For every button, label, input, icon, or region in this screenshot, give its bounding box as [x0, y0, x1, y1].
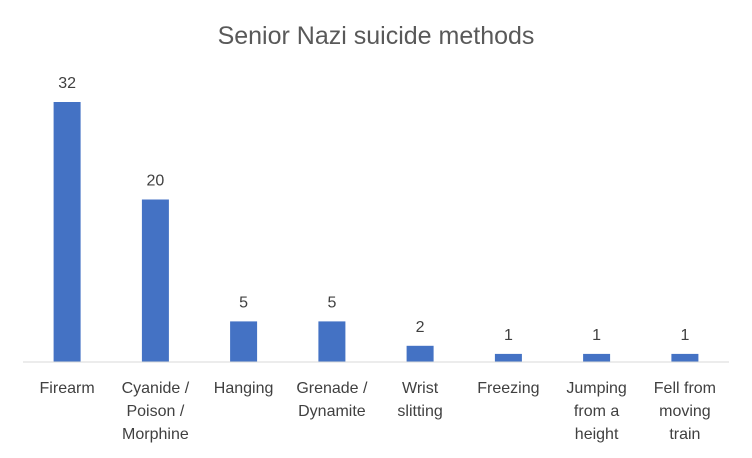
x-tick-label-line: height [575, 426, 619, 443]
x-tick-label-line: slitting [397, 403, 442, 420]
x-tick-label-line: Firearm [40, 380, 95, 397]
x-tick-label-line: Wrist [402, 380, 439, 397]
data-labels-layer: 32 20 5 5 2 1 1 1 [58, 75, 689, 344]
x-tick-label: Grenade / Dynamite [296, 380, 368, 420]
bar [53, 102, 81, 362]
data-label: 1 [680, 327, 689, 344]
x-tick-label: Firearm [40, 380, 95, 397]
data-label: 5 [327, 294, 336, 311]
x-tick-label: Hanging [214, 380, 274, 397]
data-label: 5 [239, 294, 248, 311]
bar [494, 353, 522, 362]
data-label: 1 [592, 327, 601, 344]
x-tick-label-line: Freezing [477, 380, 539, 397]
x-tick-label-line: Morphine [122, 426, 189, 443]
x-tick-label-line: Fell from [654, 380, 716, 397]
bar [141, 199, 169, 362]
x-tick-label: Wrist slitting [397, 380, 442, 420]
bars-layer [53, 102, 699, 363]
x-tick-label-line: train [669, 426, 700, 443]
x-tick-label-line: Cyanide / [122, 380, 190, 397]
x-tick-label-line: Grenade / [296, 380, 368, 397]
x-tick-label-line: Jumping [566, 380, 626, 397]
data-label: 32 [58, 75, 76, 92]
x-tick-label: Jumping from a height [566, 380, 626, 443]
data-label: 2 [416, 319, 425, 336]
x-tick-label-line: from a [574, 403, 619, 420]
bar [583, 353, 611, 362]
bar [318, 321, 346, 362]
x-tick-labels-layer: Firearm Cyanide / Poison / Morphine Hanging G… [40, 380, 716, 443]
x-tick-label: Cyanide / Poison / Morphine [122, 380, 190, 443]
x-tick-label-line: Hanging [214, 380, 274, 397]
chart-title: Senior Nazi suicide methods [218, 22, 535, 50]
bar [406, 345, 434, 363]
bar [671, 353, 699, 362]
x-tick-label: Fell from moving train [654, 380, 716, 443]
x-tick-label-line: Poison / [126, 403, 184, 420]
x-tick-label-line: Dynamite [298, 403, 366, 420]
data-label: 1 [504, 327, 513, 344]
x-tick-label: Freezing [477, 380, 539, 397]
data-label: 20 [147, 173, 165, 190]
bar [230, 321, 258, 362]
x-tick-label-line: moving [659, 403, 711, 420]
